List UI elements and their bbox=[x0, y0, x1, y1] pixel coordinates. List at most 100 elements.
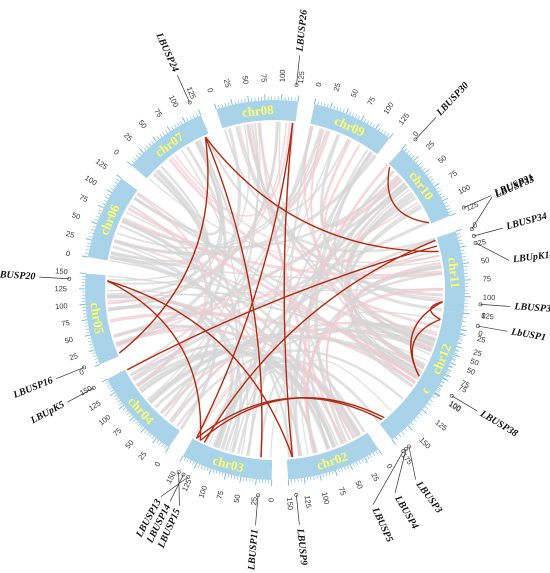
tick-mark bbox=[372, 123, 375, 128]
tick-mark bbox=[460, 249, 465, 251]
highlight-link bbox=[411, 318, 441, 377]
tick-mark bbox=[411, 155, 415, 159]
background-link bbox=[270, 323, 438, 458]
tick-mark bbox=[138, 152, 142, 156]
tick-mark bbox=[152, 438, 157, 444]
tick-label: 0 bbox=[153, 460, 163, 468]
tick-mark bbox=[327, 103, 329, 108]
tick-mark bbox=[101, 202, 106, 206]
gene-marker bbox=[475, 324, 480, 328]
gene-leader-line bbox=[160, 476, 189, 497]
tick-mark bbox=[413, 419, 417, 423]
tick-mark bbox=[96, 215, 100, 218]
tick-mark bbox=[333, 105, 336, 110]
background-link bbox=[325, 262, 441, 441]
gene-leader-line bbox=[480, 304, 511, 307]
gene-label: LBUSP36 bbox=[513, 301, 550, 315]
tick-mark bbox=[455, 349, 459, 352]
tick-mark bbox=[90, 232, 94, 234]
tick-mark bbox=[86, 331, 90, 333]
tick-mark bbox=[255, 479, 257, 486]
tick-label: 75 bbox=[482, 274, 491, 283]
tick-mark bbox=[85, 252, 89, 254]
gene-leader-line bbox=[471, 196, 493, 230]
gene-marker bbox=[449, 393, 454, 398]
tick-mark bbox=[115, 397, 119, 400]
highlight-link bbox=[195, 397, 383, 440]
tick-mark bbox=[459, 333, 466, 336]
background-link bbox=[171, 122, 291, 217]
tick-label: 100 bbox=[197, 484, 210, 499]
tick-label: 50 bbox=[353, 479, 365, 490]
gene-marker bbox=[461, 205, 466, 210]
tick-mark bbox=[129, 416, 135, 422]
background-link bbox=[110, 253, 339, 447]
gene-marker bbox=[469, 227, 474, 231]
tick-mark bbox=[98, 209, 103, 212]
tick-label: 0 bbox=[385, 462, 395, 470]
gene-label: LbUSP1 bbox=[509, 326, 546, 343]
tick-label: 100 bbox=[278, 69, 287, 82]
gene-marker bbox=[413, 137, 418, 142]
highlight-link bbox=[106, 280, 202, 441]
background-link bbox=[116, 179, 403, 347]
tick-mark bbox=[85, 328, 90, 330]
tick-mark bbox=[163, 445, 167, 449]
tick-label: 25 bbox=[65, 229, 75, 240]
tick-mark bbox=[158, 441, 162, 446]
background-link bbox=[305, 287, 444, 454]
tick-label: 50 bbox=[64, 335, 74, 346]
tick-label: 0 bbox=[478, 329, 484, 339]
tick-mark bbox=[87, 242, 91, 244]
tick-mark bbox=[203, 466, 206, 471]
tick-mark bbox=[427, 402, 431, 406]
tick-mark bbox=[85, 249, 90, 251]
gene-marker bbox=[404, 446, 409, 451]
tick-mark bbox=[349, 464, 354, 471]
tick-mark bbox=[330, 102, 333, 109]
tick-mark bbox=[206, 467, 209, 472]
tick-mark bbox=[383, 131, 387, 135]
tick-mark bbox=[316, 475, 318, 479]
tick-mark bbox=[338, 469, 340, 473]
tick-label: 100 bbox=[320, 491, 332, 505]
tick-mark bbox=[463, 262, 470, 265]
tick-label: 75 bbox=[447, 168, 459, 180]
tick-mark bbox=[447, 368, 452, 371]
gene-label: LBUSP26 bbox=[295, 9, 310, 53]
tick-mark bbox=[441, 195, 445, 199]
tick-mark bbox=[81, 255, 88, 258]
tick-mark bbox=[447, 370, 451, 373]
tick-mark bbox=[215, 470, 218, 475]
tick-mark bbox=[453, 354, 460, 357]
tick-mark bbox=[143, 147, 147, 151]
tick-mark bbox=[446, 371, 450, 375]
highlight-link bbox=[118, 137, 209, 354]
tick-mark bbox=[246, 477, 248, 482]
tick-mark bbox=[458, 337, 463, 340]
tick-label: 100 bbox=[381, 101, 395, 116]
tick-label: 75 bbox=[459, 378, 470, 390]
chromosome-label-chr08: chr08 bbox=[241, 102, 275, 120]
tick-mark bbox=[200, 465, 203, 469]
tick-label: 25 bbox=[477, 237, 487, 248]
tick-mark bbox=[151, 140, 155, 144]
tick-mark bbox=[165, 447, 170, 453]
tick-mark bbox=[404, 428, 408, 432]
tick-mark bbox=[146, 145, 149, 149]
tick-mark bbox=[437, 387, 442, 390]
tick-mark bbox=[369, 122, 373, 126]
tick-label: 25 bbox=[424, 139, 436, 151]
tick-label: 0 bbox=[314, 82, 324, 88]
tick-mark bbox=[434, 393, 440, 398]
tick-mark bbox=[189, 460, 192, 464]
tick-mark bbox=[126, 161, 132, 166]
tick-mark bbox=[193, 462, 198, 469]
tick-mark bbox=[247, 95, 250, 102]
tick-label: 25 bbox=[332, 82, 343, 93]
background-link bbox=[348, 204, 426, 366]
tick-mark bbox=[131, 160, 135, 163]
gene-leader-line bbox=[463, 195, 492, 208]
tick-mark bbox=[227, 474, 230, 478]
tick-mark bbox=[445, 204, 450, 207]
